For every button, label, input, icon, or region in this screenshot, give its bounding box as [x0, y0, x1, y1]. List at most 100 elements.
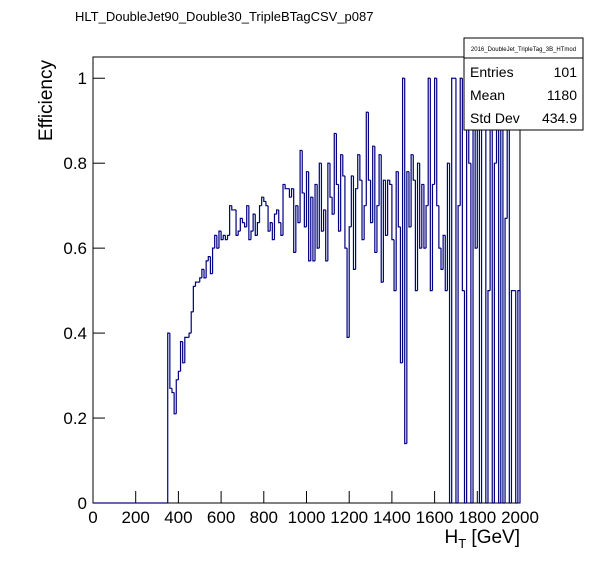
stats-frame: [463, 37, 584, 131]
y-axis-label: Efficiency: [36, 60, 57, 141]
histogram-bin: [209, 256, 213, 275]
histogram-bin: [416, 162, 420, 291]
histogram-bin: [250, 230, 254, 240]
histogram-bin: [297, 205, 301, 224]
histogram-bin: [382, 179, 386, 283]
histogram-bin: [504, 217, 508, 503]
histogram-bin: [316, 184, 320, 249]
histogram-bin: [243, 222, 247, 228]
histogram-bin: [438, 205, 442, 249]
histogram-bin: [290, 188, 294, 198]
histogram-bin: [408, 171, 412, 228]
histogram-bin: [305, 171, 309, 227]
histogram-bin: [231, 205, 234, 211]
histogram-bin: [282, 183, 286, 236]
histogram-bin: [190, 311, 194, 334]
histogram-bin: [442, 234, 446, 270]
histogram-bin: [463, 290, 467, 504]
x-tick-label: 1600: [416, 508, 454, 527]
y-tick-label: 0.2: [63, 409, 87, 428]
histogram-bin: [322, 209, 326, 232]
x-tick-label: 1000: [288, 508, 326, 527]
histogram-bin: [346, 248, 350, 338]
histogram-bin: [376, 205, 380, 253]
y-tick-label: 1: [78, 69, 87, 88]
histogram-bin: [310, 196, 313, 261]
histogram-bin: [455, 78, 459, 504]
histogram-bin: [451, 77, 454, 503]
histogram-bin: [288, 188, 292, 198]
histogram-bin: [423, 184, 427, 249]
histogram-bin: [427, 77, 431, 206]
histogram-bin: [448, 163, 452, 504]
histogram-bin: [391, 184, 395, 241]
histogram-bin: [401, 77, 405, 363]
histogram-bin: [254, 214, 258, 236]
histogram-bin: [355, 188, 358, 270]
histogram-bin: [487, 290, 491, 503]
x-label-sub: T: [458, 536, 466, 551]
histogram-bin: [175, 379, 179, 414]
histogram-bin: [419, 163, 422, 249]
histogram-bin: [167, 332, 170, 503]
histogram-bin: [359, 154, 363, 181]
histogram-bin: [410, 154, 414, 227]
histogram-bin: [340, 154, 343, 232]
y-tick-label: 0.6: [63, 239, 87, 258]
histogram-bin: [265, 201, 269, 207]
histogram-bin: [263, 197, 266, 203]
histogram-bin: [218, 230, 222, 249]
histogram-bin: [425, 205, 429, 249]
histogram-bin: [337, 184, 341, 232]
histogram-bin: [179, 340, 183, 372]
histogram-bin: [493, 162, 497, 503]
histogram-bin: [485, 78, 488, 504]
stats-box: 2016_DoubleJet_TripleTag_3B_HTmod Entries…: [463, 37, 584, 131]
histogram-bin: [498, 78, 501, 504]
histogram-bin: [393, 239, 397, 292]
stats-label: Entries: [470, 64, 514, 80]
histogram-bin: [226, 234, 230, 240]
histogram-bin: [199, 277, 202, 283]
histogram-bin: [378, 154, 382, 206]
histogram-bin: [348, 226, 352, 338]
histogram-bin: [318, 162, 322, 249]
histogram-bin: [293, 188, 296, 253]
histogram-bin: [169, 333, 172, 389]
histogram-bin: [335, 133, 339, 186]
histogram-bin: [303, 192, 307, 228]
histogram-bin: [327, 162, 330, 261]
stats-value: 1180: [547, 87, 577, 103]
histogram-bin: [299, 149, 303, 223]
histogram-bin: [203, 269, 207, 279]
histogram-bin: [173, 392, 177, 415]
histogram-bin: [478, 78, 482, 504]
histogram-bin: [491, 78, 495, 504]
histogram-bin: [276, 209, 279, 215]
histogram-bin: [320, 163, 324, 232]
histogram-bin: [431, 183, 435, 291]
histogram-bin: [229, 205, 232, 236]
histogram-bin: [194, 281, 198, 287]
histogram-bin: [284, 184, 288, 190]
histogram-bin: [258, 205, 262, 223]
histogram-bin: [252, 213, 256, 232]
histogram-bin: [508, 78, 512, 504]
histogram-bin: [205, 260, 209, 278]
histogram-bin: [389, 180, 392, 186]
histogram-bin: [314, 183, 318, 261]
histogram-bin: [470, 163, 474, 504]
histogram-bin: [271, 222, 275, 241]
histogram-bin: [211, 247, 215, 274]
histogram-bin: [372, 145, 375, 223]
x-tick-label: 0: [88, 508, 97, 527]
histogram-bin: [474, 78, 478, 249]
histogram-bin: [246, 205, 249, 227]
histogram-bin: [241, 218, 245, 224]
histogram-bin: [404, 78, 407, 445]
histogram-bin: [192, 285, 196, 312]
histogram-bin: [434, 77, 437, 185]
histogram-bin: [510, 290, 514, 503]
y-tick-label: 0.4: [63, 324, 87, 343]
